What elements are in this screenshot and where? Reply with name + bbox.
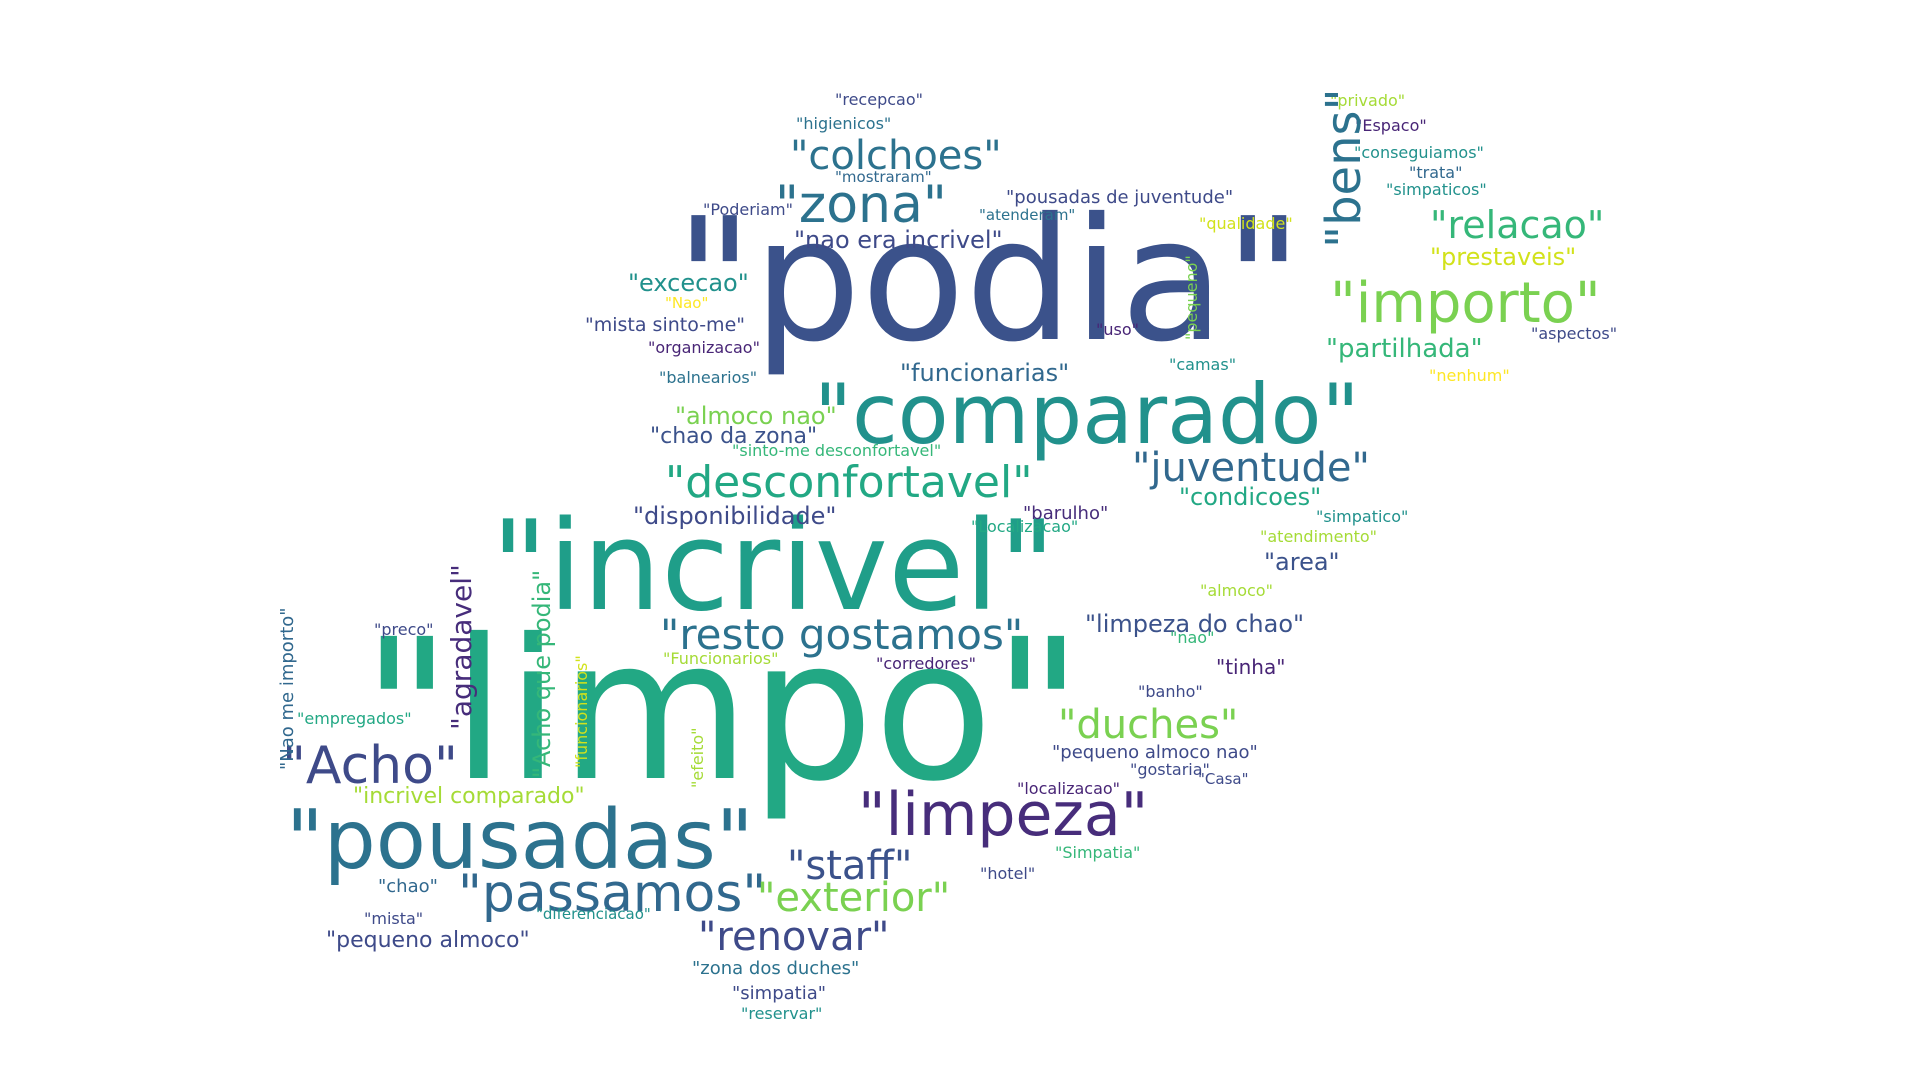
word: "pousadas de juventude" <box>1006 187 1234 208</box>
word: "passamos" <box>458 864 767 924</box>
word-vertical: "agradavel" <box>445 564 478 730</box>
word: "simpatia" <box>732 983 827 1004</box>
word: "limpeza" <box>858 780 1149 850</box>
word: "Espaco" <box>1355 116 1427 135</box>
word: "mista" <box>364 909 424 928</box>
word: "relacao" <box>1430 203 1605 247</box>
word: "banho" <box>1138 682 1203 701</box>
word-vertical: "Acho que podia" <box>528 569 556 778</box>
word: "condicoes" <box>1179 483 1322 511</box>
word: "pousadas" <box>286 793 754 888</box>
word: "juventude" <box>1132 445 1370 491</box>
word: "barulho" <box>1023 503 1109 524</box>
word: "pequeno almoco" <box>326 928 530 953</box>
word: "camas" <box>1169 355 1237 374</box>
word: "colchoes" <box>790 133 1002 179</box>
word: "sinto-me desconfortavel" <box>732 441 942 460</box>
word: "privado" <box>1330 91 1406 110</box>
word: "Localizacao" <box>971 517 1079 536</box>
word: "nenhum" <box>1429 366 1510 385</box>
word: "higienicos" <box>796 114 892 133</box>
word: "hotel" <box>980 864 1036 883</box>
word: "corredores" <box>876 654 977 673</box>
word: "limpeza do chao" <box>1085 610 1305 638</box>
word-vertical: "pequeno" <box>1182 255 1201 340</box>
word: "conseguiamos" <box>1354 143 1484 162</box>
word: "atenderam" <box>979 206 1076 224</box>
word: "simpatico" <box>1316 507 1409 526</box>
word: "nao" <box>1170 628 1215 647</box>
word: "Simpatia" <box>1055 843 1141 862</box>
word: "disponibilidade" <box>633 502 837 530</box>
word: "almoco nao" <box>675 402 837 430</box>
word: "incrivel comparado" <box>353 784 585 809</box>
word: "localizacao" <box>1017 779 1121 798</box>
word: "balnearios" <box>659 368 758 387</box>
word: "excecao" <box>628 269 749 297</box>
word: "Funcionarios" <box>663 649 779 668</box>
word: "aspectos" <box>1531 324 1618 343</box>
word: "qualidade" <box>1199 214 1293 233</box>
word: "zona" <box>775 175 947 235</box>
word: "funcionarias" <box>900 359 1070 387</box>
word-vertical: "funcionarios" <box>572 655 591 768</box>
word: "prestaveis" <box>1430 243 1577 271</box>
word: "pequeno almoco nao" <box>1052 742 1258 763</box>
word: "Nao" <box>665 294 709 312</box>
word: "resto gostamos" <box>660 610 1024 659</box>
word: "chao da zona" <box>650 424 818 449</box>
word: "organizacao" <box>648 338 760 357</box>
word: "empregados" <box>297 709 412 728</box>
word: "limpo" <box>362 597 1083 824</box>
word: "area" <box>1264 548 1340 576</box>
word: "mostraram" <box>835 168 932 186</box>
word: "comparado" <box>814 366 1360 463</box>
word: "uso" <box>1096 320 1139 339</box>
word: "Acho" <box>282 736 458 796</box>
word: "exterior" <box>757 875 951 921</box>
word: "gostaria" <box>1130 760 1210 779</box>
word: "Casa" <box>1198 770 1249 788</box>
word: "almoco" <box>1200 581 1273 600</box>
word-vertical: "efeito" <box>688 727 707 788</box>
word: "chao" <box>378 876 438 897</box>
word: "recepcao" <box>835 90 923 109</box>
word: "diferenciacao" <box>536 905 651 923</box>
word: "atendimento" <box>1260 527 1378 546</box>
word: "desconfortavel" <box>665 457 1033 508</box>
word: "zona dos duches" <box>692 958 860 979</box>
word: "simpaticos" <box>1386 180 1487 199</box>
word: "mista sinto-me" <box>585 314 745 336</box>
word: "tinha" <box>1216 655 1286 679</box>
word: "preco" <box>374 620 434 639</box>
word: "nao era incrivel" <box>794 226 1003 254</box>
word: "trata" <box>1409 163 1463 182</box>
word: "partilhada" <box>1326 334 1483 364</box>
word: "duches" <box>1058 702 1239 748</box>
word: "renovar" <box>698 914 890 960</box>
word-vertical: "Nao me importo" <box>277 607 298 770</box>
word: "podia" <box>675 182 1303 380</box>
word-vertical: "bens" <box>1316 88 1372 248</box>
word: "importo" <box>1330 271 1601 336</box>
word: "reservar" <box>741 1004 823 1023</box>
word: "staff" <box>787 843 913 889</box>
word: "incrivel" <box>491 495 1056 639</box>
word: "Poderiam" <box>703 200 793 219</box>
